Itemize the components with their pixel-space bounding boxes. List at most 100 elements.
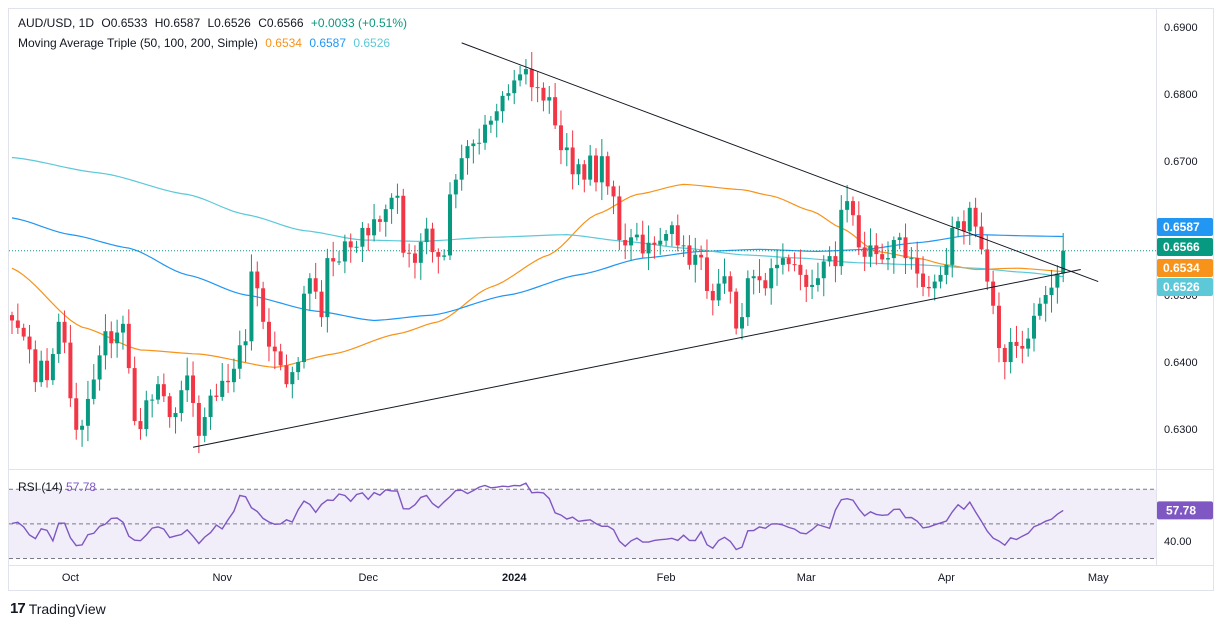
candle-down bbox=[68, 342, 73, 399]
candle-down bbox=[541, 87, 546, 101]
candle-up bbox=[1049, 287, 1054, 295]
candle-down bbox=[961, 221, 966, 232]
candle-up bbox=[576, 164, 581, 175]
candle-down bbox=[278, 351, 283, 366]
candle-down bbox=[1014, 341, 1019, 346]
price-tick-label: 0.6800 bbox=[1164, 89, 1198, 101]
candle-down bbox=[436, 252, 441, 257]
candle-down bbox=[594, 155, 598, 183]
candle-up bbox=[886, 258, 890, 260]
rsi-badge-label: 57.78 bbox=[1166, 503, 1196, 517]
candle-down bbox=[407, 252, 412, 254]
candle-down bbox=[313, 278, 318, 292]
candle-up bbox=[173, 413, 178, 418]
symbol-label[interactable]: AUD/USD, 1D bbox=[18, 16, 95, 30]
rsi-value: 57.78 bbox=[66, 480, 97, 494]
candle-down bbox=[261, 288, 266, 322]
price-badge bbox=[1157, 278, 1213, 296]
time-tick-label: Mar bbox=[797, 572, 816, 584]
candle-up bbox=[337, 261, 342, 263]
price-tick-label: 0.6300 bbox=[1164, 424, 1198, 436]
candle-down bbox=[45, 360, 50, 381]
candle-up bbox=[669, 225, 674, 234]
candle-up bbox=[1055, 273, 1060, 288]
open-value: O0.6533 bbox=[101, 16, 148, 30]
candle-down bbox=[792, 264, 797, 266]
candle-up bbox=[1043, 295, 1048, 304]
candle-down bbox=[21, 327, 26, 337]
candle-down bbox=[850, 201, 855, 216]
candle-up bbox=[500, 95, 505, 112]
candle-up bbox=[1037, 303, 1042, 316]
rsi-label[interactable]: RSI (14) bbox=[18, 480, 63, 494]
candle-down bbox=[272, 346, 277, 352]
candle-up bbox=[599, 156, 604, 183]
candle-down bbox=[973, 207, 978, 227]
candle-down bbox=[331, 258, 336, 262]
candle-up bbox=[716, 283, 721, 301]
time-tick-label: May bbox=[1088, 572, 1109, 584]
price-badge-label: 0.6566 bbox=[1163, 240, 1200, 254]
candle-up bbox=[1008, 341, 1013, 363]
candle-up bbox=[629, 237, 634, 246]
time-tick-label: 2024 bbox=[502, 572, 527, 584]
candle-up bbox=[745, 278, 750, 318]
candle-up bbox=[488, 120, 493, 125]
candle-down bbox=[1002, 347, 1007, 363]
price-badge bbox=[1157, 218, 1213, 236]
time-tick-label: Nov bbox=[212, 572, 232, 584]
candle-up bbox=[775, 264, 780, 269]
candle-up bbox=[780, 258, 785, 265]
candle-down bbox=[687, 245, 692, 265]
time-tick-label: Dec bbox=[358, 572, 378, 584]
candle-up bbox=[646, 242, 651, 254]
candle-up bbox=[231, 368, 236, 383]
ma-50-line bbox=[11, 183, 1064, 369]
candle-down bbox=[167, 396, 172, 418]
price-badge-label: 0.6526 bbox=[1163, 280, 1200, 294]
candle-up bbox=[769, 268, 774, 289]
candle-up bbox=[185, 375, 190, 391]
candle-up bbox=[179, 390, 184, 414]
candle-up bbox=[442, 255, 447, 257]
candle-up bbox=[103, 331, 108, 356]
rsi-legend: RSI (14) 57.78 bbox=[18, 480, 96, 494]
candle-up bbox=[845, 201, 850, 210]
candle-up bbox=[50, 354, 55, 381]
candle-up bbox=[693, 254, 698, 265]
candle-down bbox=[640, 234, 645, 254]
tradingview-name: TradingView bbox=[28, 600, 106, 617]
rsi-badge bbox=[1157, 501, 1213, 520]
price-badge bbox=[1157, 259, 1213, 277]
candle-down bbox=[535, 87, 540, 89]
candle-down bbox=[15, 320, 20, 328]
ma-title[interactable]: Moving Average Triple (50, 100, 200, Sim… bbox=[18, 36, 258, 50]
candle-down bbox=[132, 368, 137, 422]
tradingview-logo[interactable]: 17 TradingView bbox=[10, 600, 106, 617]
candle-up bbox=[839, 209, 844, 267]
candle-down bbox=[985, 249, 990, 282]
candle-up bbox=[967, 207, 972, 232]
rsi-line bbox=[11, 482, 1064, 551]
candle-up bbox=[208, 395, 213, 418]
change-value: +0.0033 (+0.51%) bbox=[310, 16, 407, 30]
candles bbox=[10, 51, 1066, 454]
candle-up bbox=[483, 124, 488, 143]
candle-up bbox=[80, 425, 85, 430]
time-tick-label: Feb bbox=[657, 572, 676, 584]
candle-up bbox=[424, 228, 429, 243]
candle-down bbox=[833, 256, 838, 267]
candle-up bbox=[383, 209, 388, 222]
candle-up bbox=[354, 246, 359, 248]
candle-up bbox=[494, 111, 499, 121]
time-axis-ticks: Oct Nov Dec 2024 Feb Mar Apr May bbox=[62, 572, 1109, 584]
price-badge-label: 0.6587 bbox=[1163, 220, 1200, 234]
candle-down bbox=[874, 245, 879, 255]
candle-up bbox=[156, 384, 160, 400]
candle-down bbox=[786, 258, 791, 265]
candle-down bbox=[319, 291, 324, 318]
tradingview-logo-icon: 17 bbox=[10, 600, 26, 617]
candle-down bbox=[915, 258, 920, 274]
candle-down bbox=[617, 196, 622, 241]
